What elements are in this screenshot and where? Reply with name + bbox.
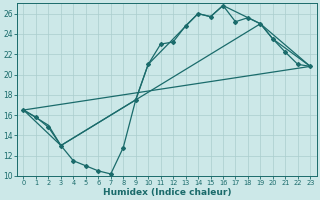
X-axis label: Humidex (Indice chaleur): Humidex (Indice chaleur) [103, 188, 231, 197]
